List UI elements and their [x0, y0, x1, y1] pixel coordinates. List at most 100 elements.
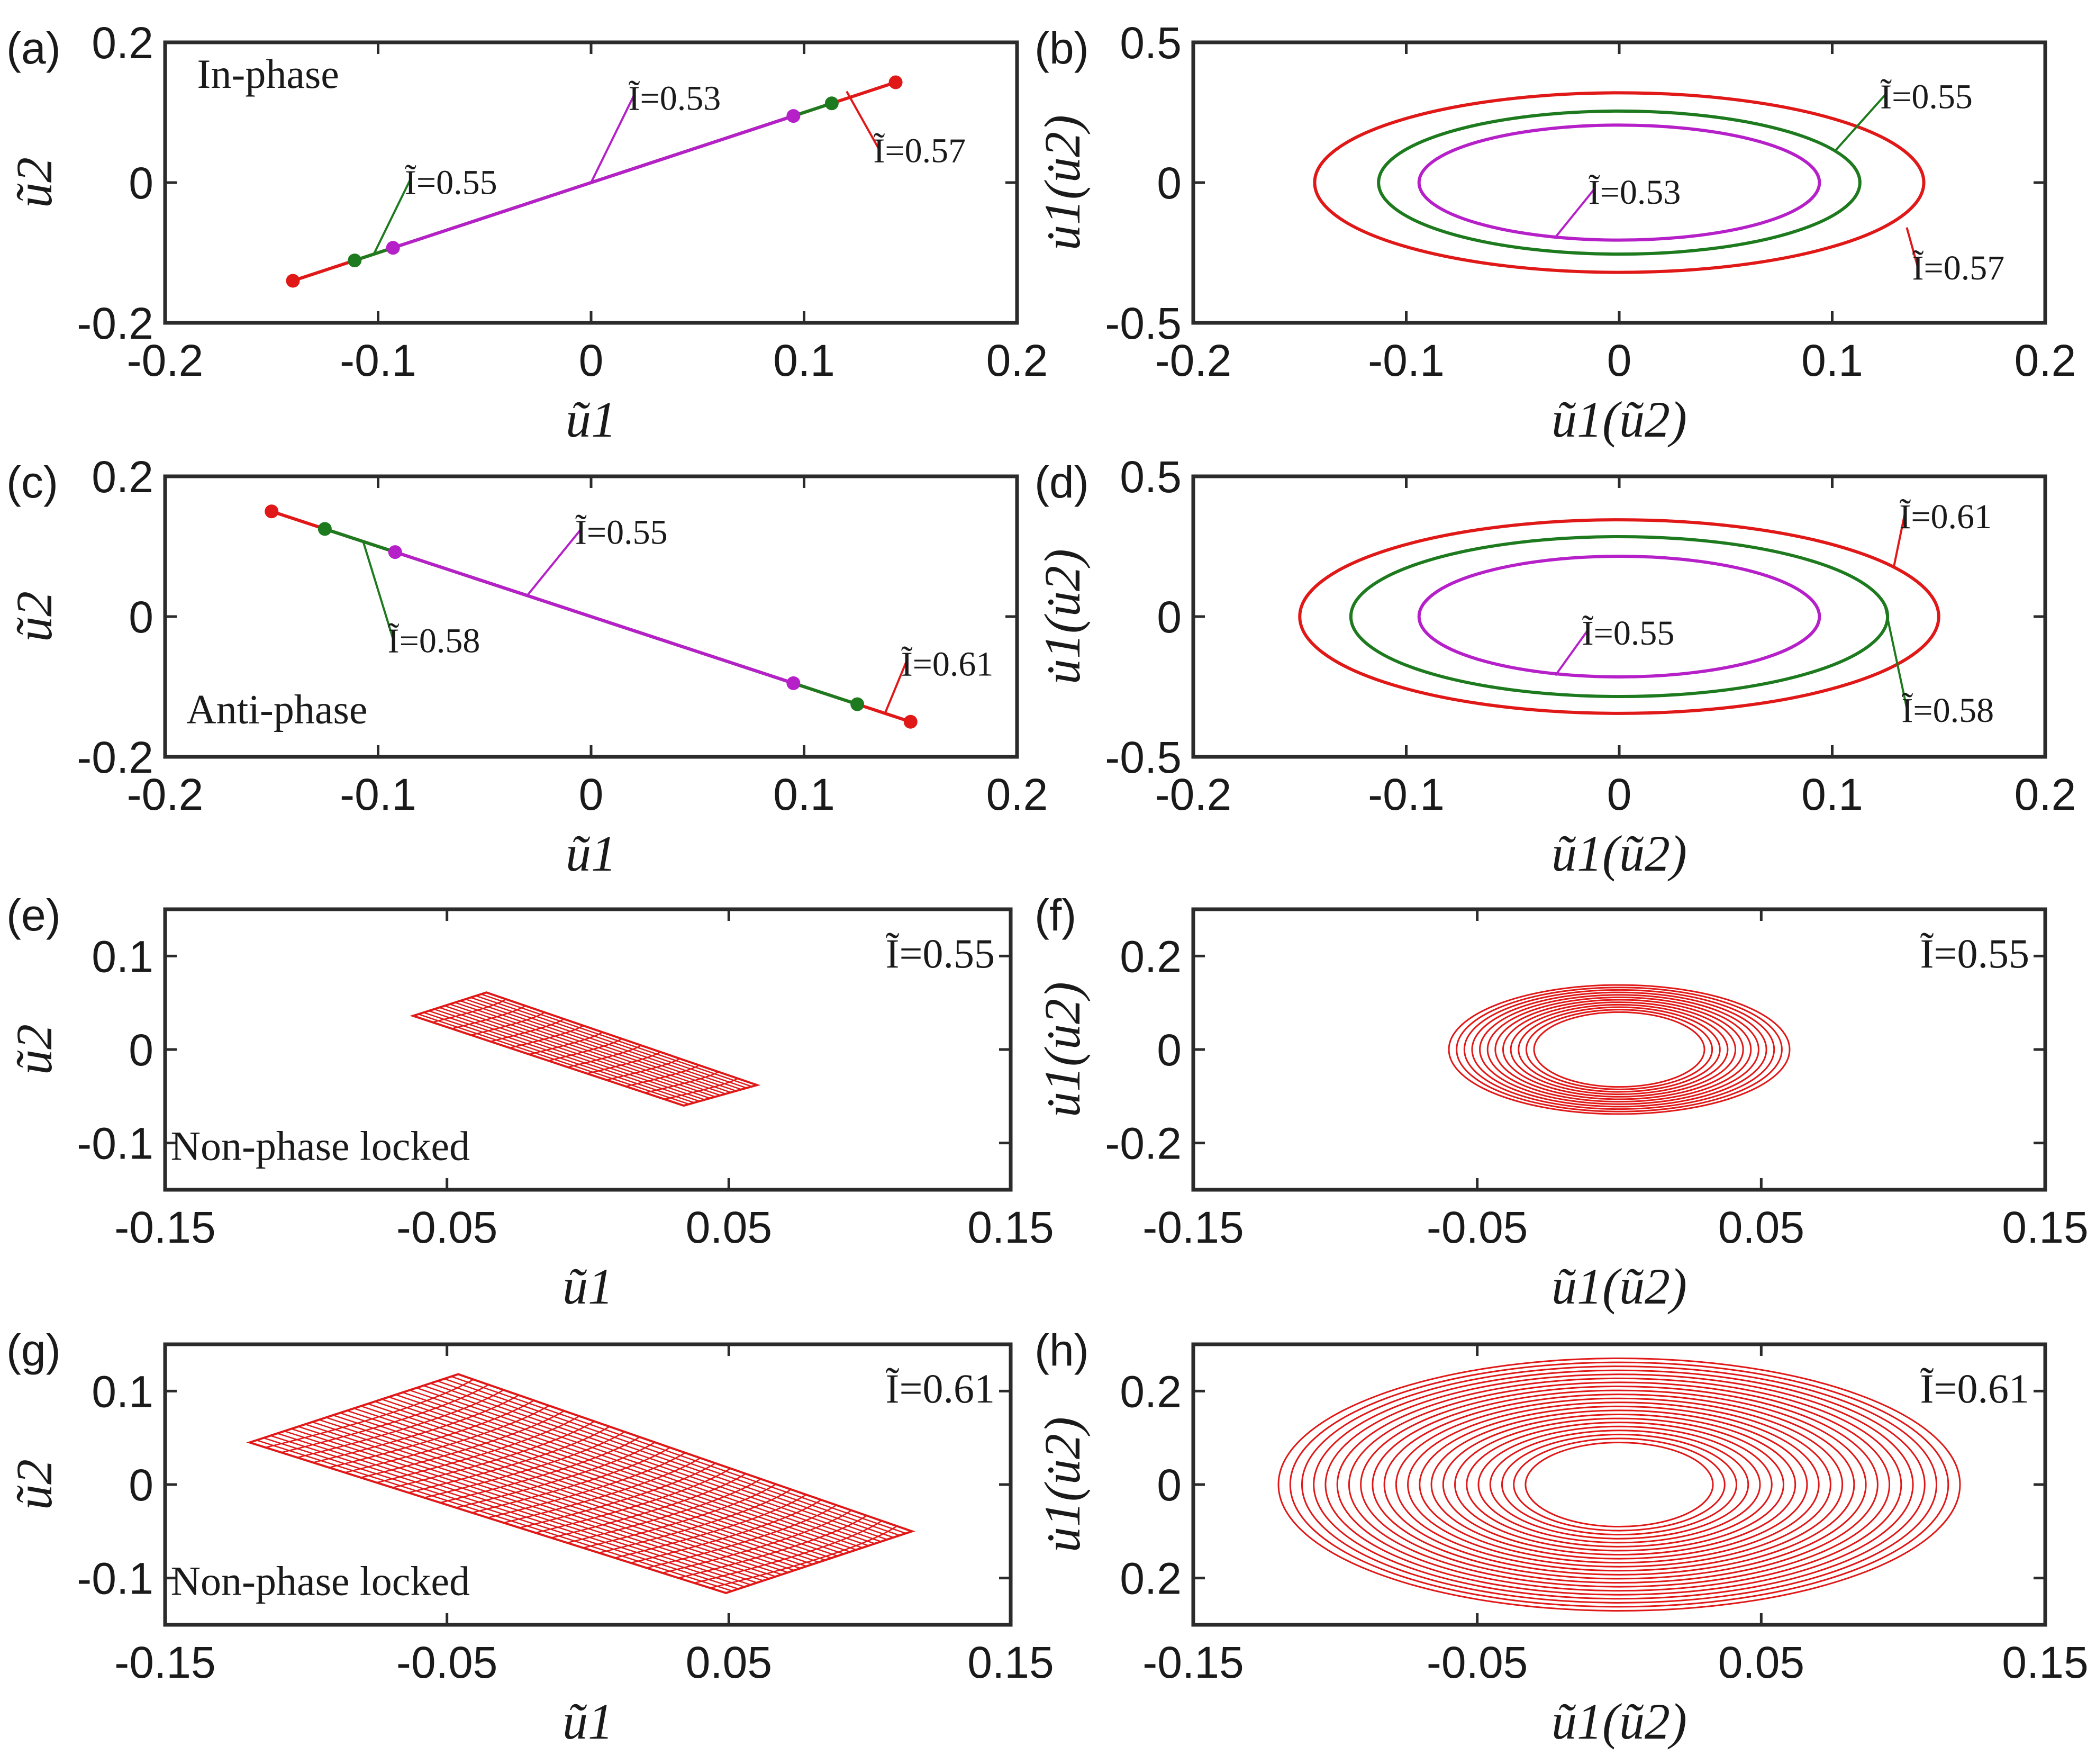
trajectory-strand	[460, 1000, 731, 1093]
orbit-loop	[1463, 989, 1775, 1110]
orbit-loop	[1489, 1430, 1749, 1540]
trajectory-strand	[374, 1400, 838, 1557]
series-annotation: Ĩ=0.55	[1582, 614, 1675, 653]
panel-note: Non-phase locked	[171, 1558, 470, 1604]
x-tick-label: -0.15	[1142, 1638, 1244, 1687]
y-axis-label: ũ2	[6, 157, 62, 208]
orbit-ellipse	[1417, 555, 1821, 679]
endpoint-marker	[286, 274, 300, 288]
trajectory-strand	[388, 1396, 850, 1553]
trajectory-strand	[455, 1001, 726, 1094]
trajectory-strand	[444, 1378, 900, 1536]
y-tick-label: 0	[1157, 158, 1182, 208]
callout-leader	[1834, 94, 1886, 153]
orbit-loop	[1313, 1369, 1926, 1600]
orbit-loop	[1448, 984, 1791, 1115]
callout-leader	[1554, 630, 1589, 676]
trajectory-strand	[325, 1417, 795, 1571]
callout-leader	[1554, 189, 1595, 238]
x-tick-label: 0.1	[1801, 336, 1863, 385]
x-tick-label: -0.05	[396, 1202, 497, 1252]
x-tick-label: -0.05	[1427, 1638, 1528, 1687]
y-axis-label: u̇1(u̇2)	[1034, 549, 1091, 684]
trajectory-strand	[430, 1382, 888, 1541]
x-axis-label: ũ1(ũ2)	[1551, 1258, 1687, 1315]
trajectory-strand	[439, 1007, 710, 1099]
trajectory-strand	[347, 1410, 813, 1565]
x-tick-label: 0	[579, 336, 604, 385]
trajectory-strand	[694, 1520, 883, 1584]
trajectory-strand	[423, 1385, 882, 1542]
trajectory-strand	[598, 1489, 792, 1554]
trajectory-strand	[471, 1446, 670, 1514]
panel-letter: (h)	[1035, 1325, 1089, 1375]
trajectory-strand	[333, 1414, 801, 1569]
trajectory-strand	[451, 1376, 906, 1534]
panel-letter: (f)	[1035, 890, 1076, 940]
panel-e: -0.15 -0.05 0.05 0.15 -0.1 0 0.1 (e) ũ1 ũ2 Non-pha…	[6, 890, 1054, 1315]
x-tick-label: -0.2	[127, 770, 204, 819]
endpoint-marker	[265, 504, 279, 519]
trajectory-strand	[263, 1437, 739, 1590]
y-tick-label: 0	[1157, 1025, 1182, 1075]
series-annotation: Ĩ=0.58	[388, 622, 480, 661]
orbit-loop	[1383, 1394, 1855, 1576]
panel-c: Ĩ=0.61 Ĩ=0.58 Ĩ=0.55 -0.2 -0.1 0 0.1 0.2 -0.2 0 0.…	[6, 452, 1048, 882]
trajectory-strand	[402, 1391, 863, 1549]
orbit-loop	[1533, 1011, 1705, 1088]
callout-leader	[846, 91, 880, 149]
orbit-loop	[1277, 1358, 1961, 1612]
trajectory-strand	[319, 1419, 788, 1573]
x-tick-label: 0.15	[2002, 1202, 2089, 1252]
trajectory-strand	[360, 1405, 825, 1561]
panel-letter: (e)	[6, 890, 61, 940]
x-axis-label: ũ1	[566, 391, 616, 448]
y-tick-label: -0.2	[1105, 1119, 1182, 1169]
trajectory-strand	[367, 1403, 832, 1559]
endpoint-marker	[786, 676, 801, 690]
x-tick-label: -0.2	[1155, 336, 1232, 385]
series-annotation: Ĩ=0.61	[1899, 497, 1992, 536]
x-tick-label: -0.1	[1368, 770, 1445, 819]
endpoint-marker	[850, 697, 865, 711]
callout-leader	[1893, 514, 1906, 567]
y-tick-label: 0.2	[92, 452, 153, 502]
x-tick-label: 0	[1607, 336, 1632, 385]
y-tick-label: 0	[129, 158, 153, 208]
orbit-loop	[1525, 1442, 1714, 1527]
y-tick-label: 0.5	[1120, 452, 1182, 502]
x-tick-label: 0.2	[2015, 336, 2076, 385]
panel-g: -0.15 -0.05 0.05 0.15 -0.1 0 0.1 (g) ũ1 ũ2 Non-pha…	[6, 1325, 1054, 1750]
trajectory-strand	[270, 1435, 745, 1588]
trajectory-line	[392, 114, 794, 250]
panel-letter: (g)	[6, 1325, 61, 1375]
callout-leader	[590, 95, 635, 183]
trajectory-strand	[567, 1478, 761, 1544]
plot-area	[1313, 91, 1926, 274]
trajectory-strand	[551, 1473, 746, 1539]
callout-leader	[362, 541, 394, 639]
callout-leader	[884, 661, 908, 714]
orbit-loop	[1479, 994, 1759, 1105]
x-tick-label: 0.1	[773, 770, 835, 819]
plot-area	[265, 504, 918, 729]
y-tick-label: 0	[129, 592, 153, 642]
orbit-loop	[1372, 1389, 1867, 1580]
x-axis-label: ũ1(ũ2)	[1551, 825, 1687, 882]
x-axis-label: ũ1	[562, 1258, 613, 1315]
orbit-loop	[1407, 1401, 1831, 1568]
orbit-loop	[1477, 1425, 1761, 1544]
x-tick-label: 0.15	[2002, 1638, 2089, 1687]
y-tick-label: 0	[1157, 592, 1182, 642]
callout-leader	[373, 179, 411, 255]
trajectory-strand	[487, 1452, 686, 1518]
orbit-loop	[1494, 999, 1744, 1100]
panel-h: -0.15 -0.05 0.05 0.15 0.2 0 0.2 (h) ũ1(ũ2) u̇1(u̇…	[1034, 1325, 2089, 1750]
x-tick-label: 0.2	[2015, 770, 2076, 819]
panel-letter: (d)	[1035, 457, 1089, 507]
trajectory-strand	[625, 1064, 700, 1087]
y-tick-label: -0.5	[1105, 732, 1182, 782]
x-tick-label: 0.15	[967, 1202, 1054, 1252]
endpoint-marker	[786, 109, 801, 123]
trajectory-strand	[646, 1504, 837, 1569]
